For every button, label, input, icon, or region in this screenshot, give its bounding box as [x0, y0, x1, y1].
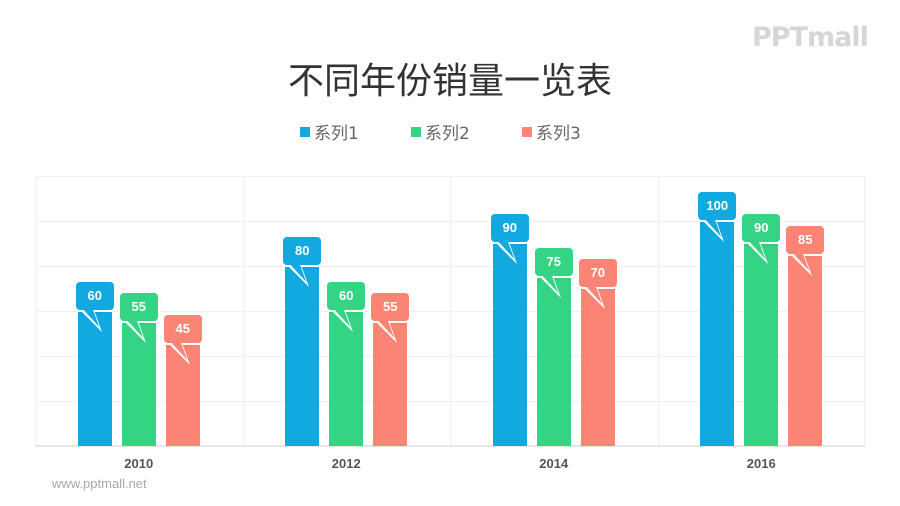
data-label-series-1-2014: 90 [490, 214, 529, 243]
legend-label-series-3: 系列3 [536, 124, 581, 144]
bar-series-2-2012[interactable] [329, 311, 364, 446]
x-tick-label-2012: 2012 [331, 456, 361, 471]
legend-label-series-2: 系列2 [425, 124, 470, 144]
bar-series-1-2016[interactable] [700, 222, 735, 446]
bar-series-3-2010[interactable] [165, 345, 200, 446]
bar-series-3-2012[interactable] [373, 322, 408, 446]
legend-swatch-series-1 [300, 126, 310, 137]
pptmall-logo: PPTmall [752, 22, 869, 53]
plot-area: 60 55 45 80 60 55 90 75 70 100 90 85 [35, 176, 865, 447]
gridline-vertical [864, 176, 865, 446]
legend-item-series-1: 系列1 [300, 119, 359, 144]
bar-series-2-2016[interactable] [744, 244, 779, 446]
legend-swatch-series-2 [411, 126, 421, 137]
bar-series-1-2012[interactable] [285, 266, 320, 446]
gridline-vertical [450, 176, 451, 446]
chart-legend: 系列1 系列2 系列3 [0, 119, 900, 144]
chart-title: 不同年份销量一览表 [287, 61, 612, 102]
bar-series-3-2016[interactable] [788, 255, 823, 446]
data-label-series-1-2010: 60 [75, 281, 114, 310]
data-label-series-3-2014: 70 [578, 259, 617, 288]
bar-series-2-2010[interactable] [121, 322, 156, 446]
x-tick-label-2014: 2014 [539, 456, 569, 471]
data-label-series-2-2016: 90 [742, 214, 781, 243]
gridline-vertical [657, 176, 659, 446]
bar-series-1-2014[interactable] [492, 244, 527, 446]
data-label-series-3-2012: 55 [371, 292, 410, 321]
data-label-series-2-2014: 75 [534, 248, 573, 276]
data-label-series-2-2010: 55 [119, 292, 158, 321]
watermark-url: www.pptmall.net [52, 476, 147, 491]
gridline-vertical [242, 176, 244, 446]
legend-item-series-2: 系列2 [411, 119, 470, 144]
data-label-series-3-2016: 85 [786, 225, 825, 254]
bar-series-1-2010[interactable] [77, 311, 112, 446]
bar-series-3-2014[interactable] [580, 289, 615, 446]
data-label-series-1-2016: 100 [698, 192, 737, 220]
x-tick-label-2016: 2016 [746, 456, 776, 471]
legend-item-series-3: 系列3 [522, 119, 581, 144]
bar-series-2-2014[interactable] [536, 278, 571, 446]
gridline-vertical [35, 176, 36, 446]
data-label-series-1-2012: 80 [283, 236, 322, 265]
x-tick-label-2010: 2010 [124, 456, 154, 471]
legend-label-series-1: 系列1 [314, 124, 359, 144]
data-label-series-3-2010: 45 [163, 315, 202, 344]
data-label-series-2-2012: 60 [327, 281, 366, 310]
x-axis-line [35, 445, 865, 447]
legend-swatch-series-3 [522, 126, 532, 137]
